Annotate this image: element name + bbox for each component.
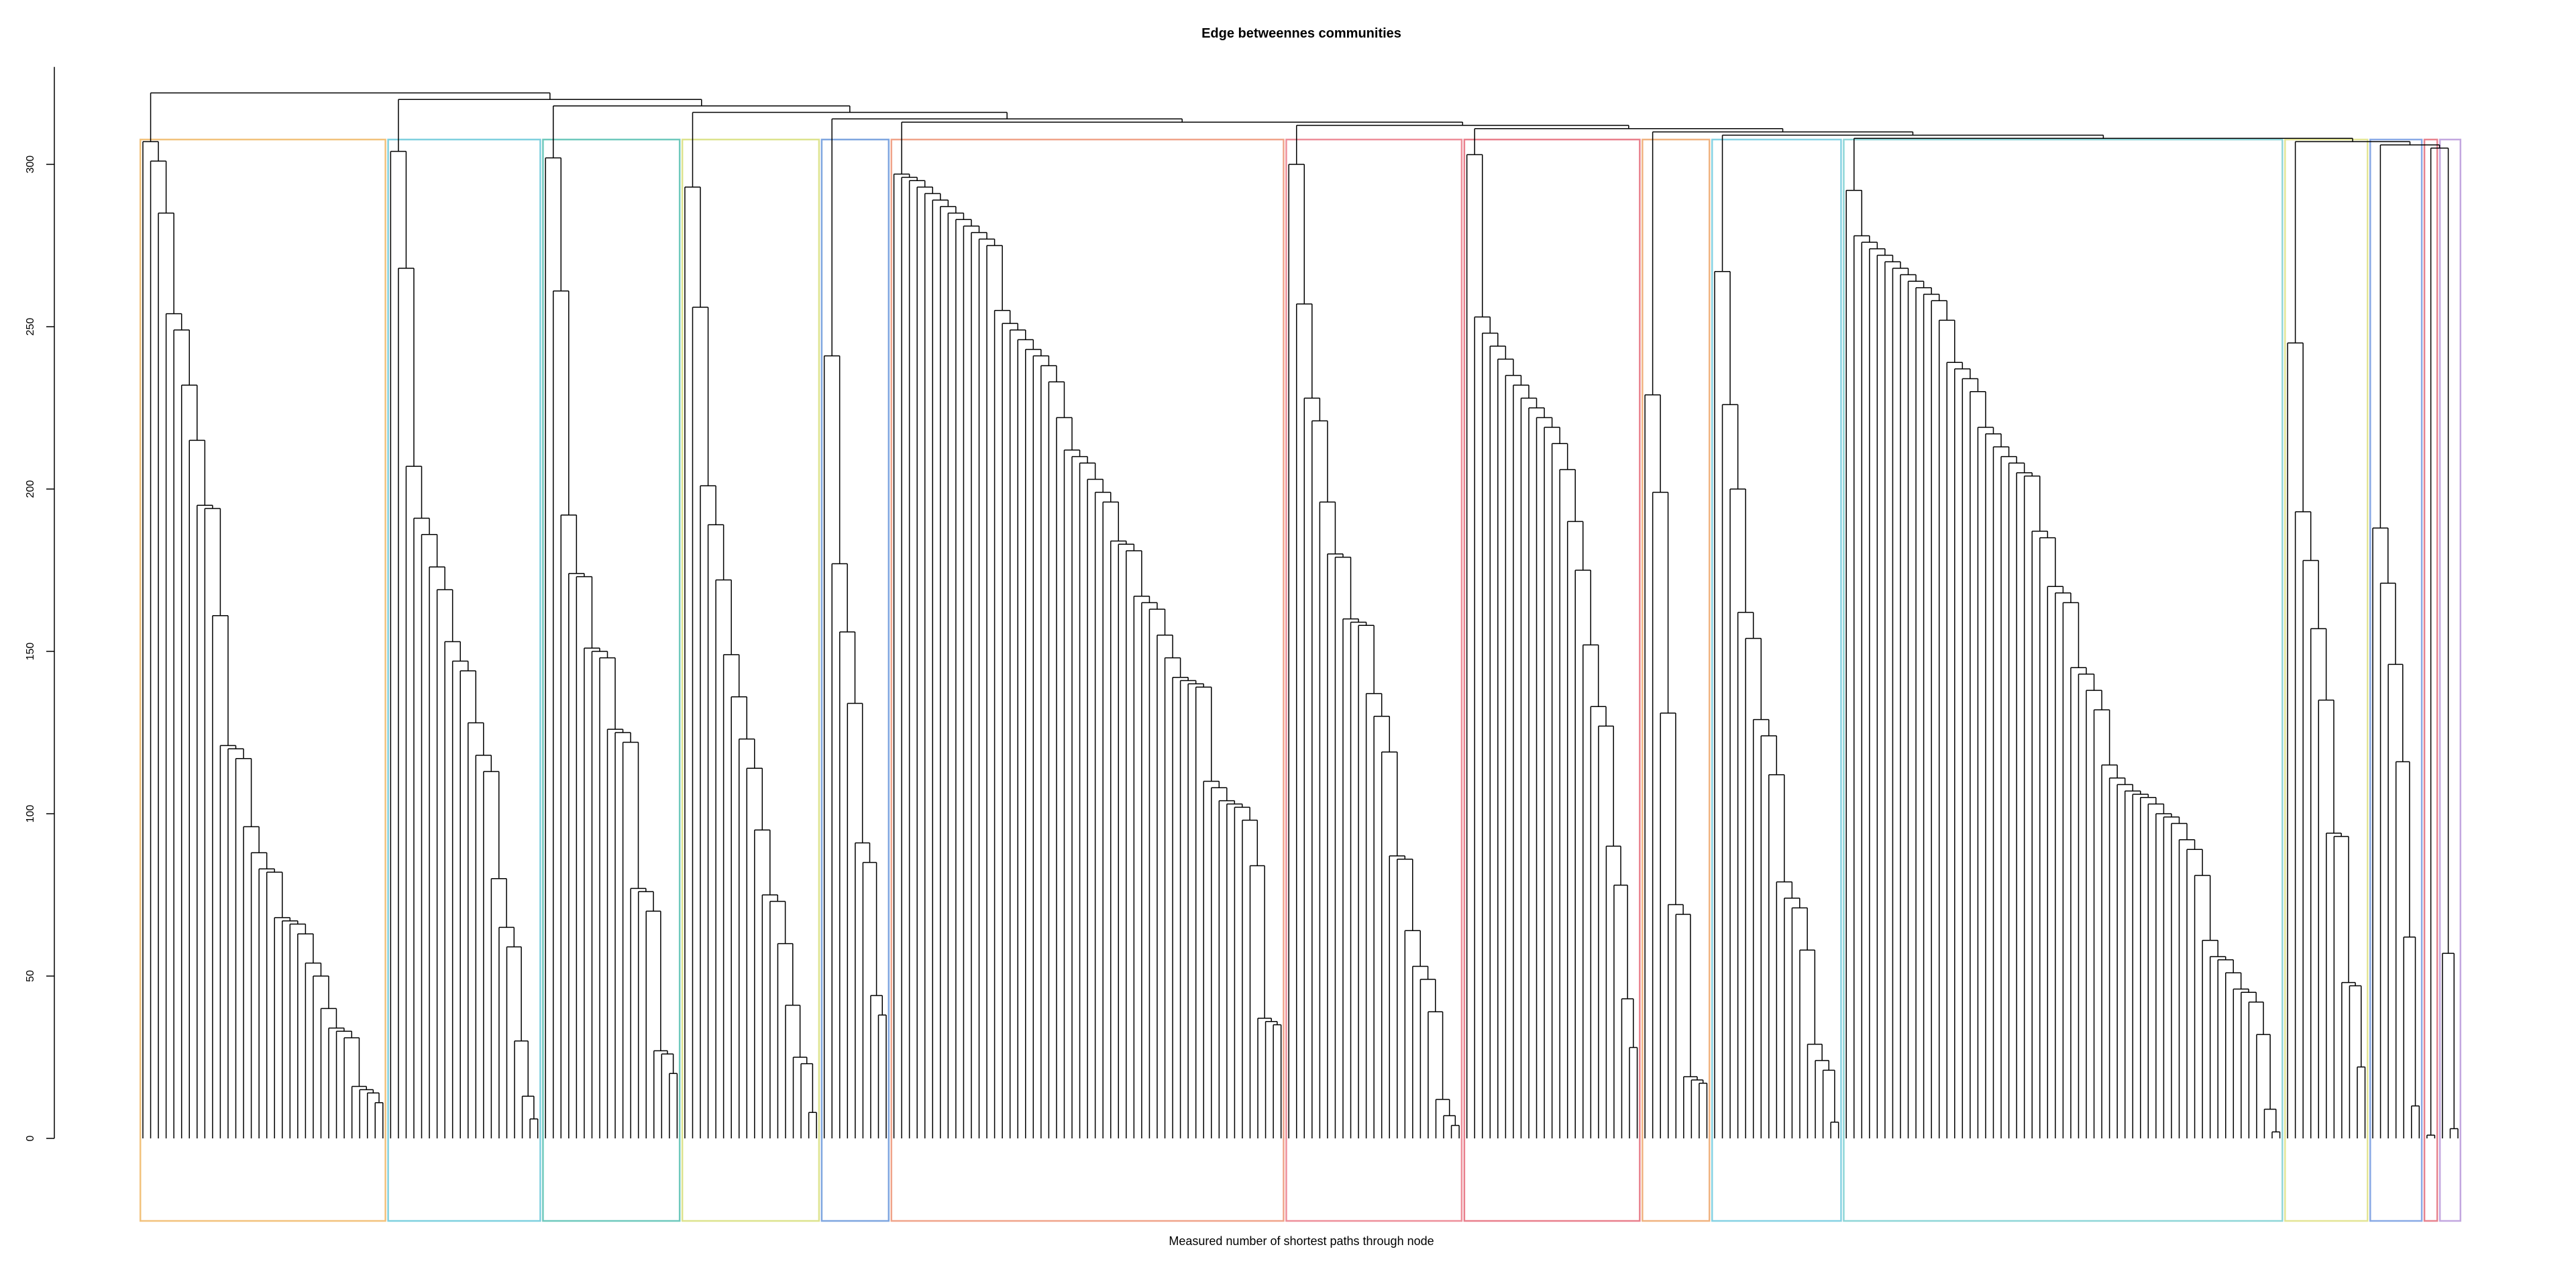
y-tick-label: 50: [25, 970, 36, 982]
community-box: [2369, 138, 2423, 1222]
x-axis-label: Measured number of shortest paths throug…: [1169, 1234, 1434, 1248]
community-box: [139, 138, 386, 1222]
community-box: [1711, 138, 1842, 1222]
community-box: [890, 138, 1285, 1222]
community-box: [1843, 138, 2284, 1222]
community-box: [1642, 138, 1711, 1222]
y-tick-label: 300: [25, 156, 36, 174]
community-box: [2284, 138, 2369, 1222]
community-box: [2438, 138, 2462, 1222]
community-box: [542, 138, 681, 1222]
y-tick-label: 0: [25, 1135, 36, 1141]
y-tick-label: 150: [25, 643, 36, 661]
y-tick-label: 200: [25, 480, 36, 498]
community-box: [1463, 138, 1641, 1222]
community-box: [820, 138, 890, 1222]
y-tick-label: 100: [25, 805, 36, 823]
chart-title: Edge betweennes communities: [1201, 26, 1401, 41]
community-box: [1285, 138, 1463, 1222]
community-box: [2423, 138, 2438, 1222]
community-box: [387, 138, 541, 1222]
y-tick-label: 250: [25, 318, 36, 336]
community-box: [681, 138, 820, 1222]
